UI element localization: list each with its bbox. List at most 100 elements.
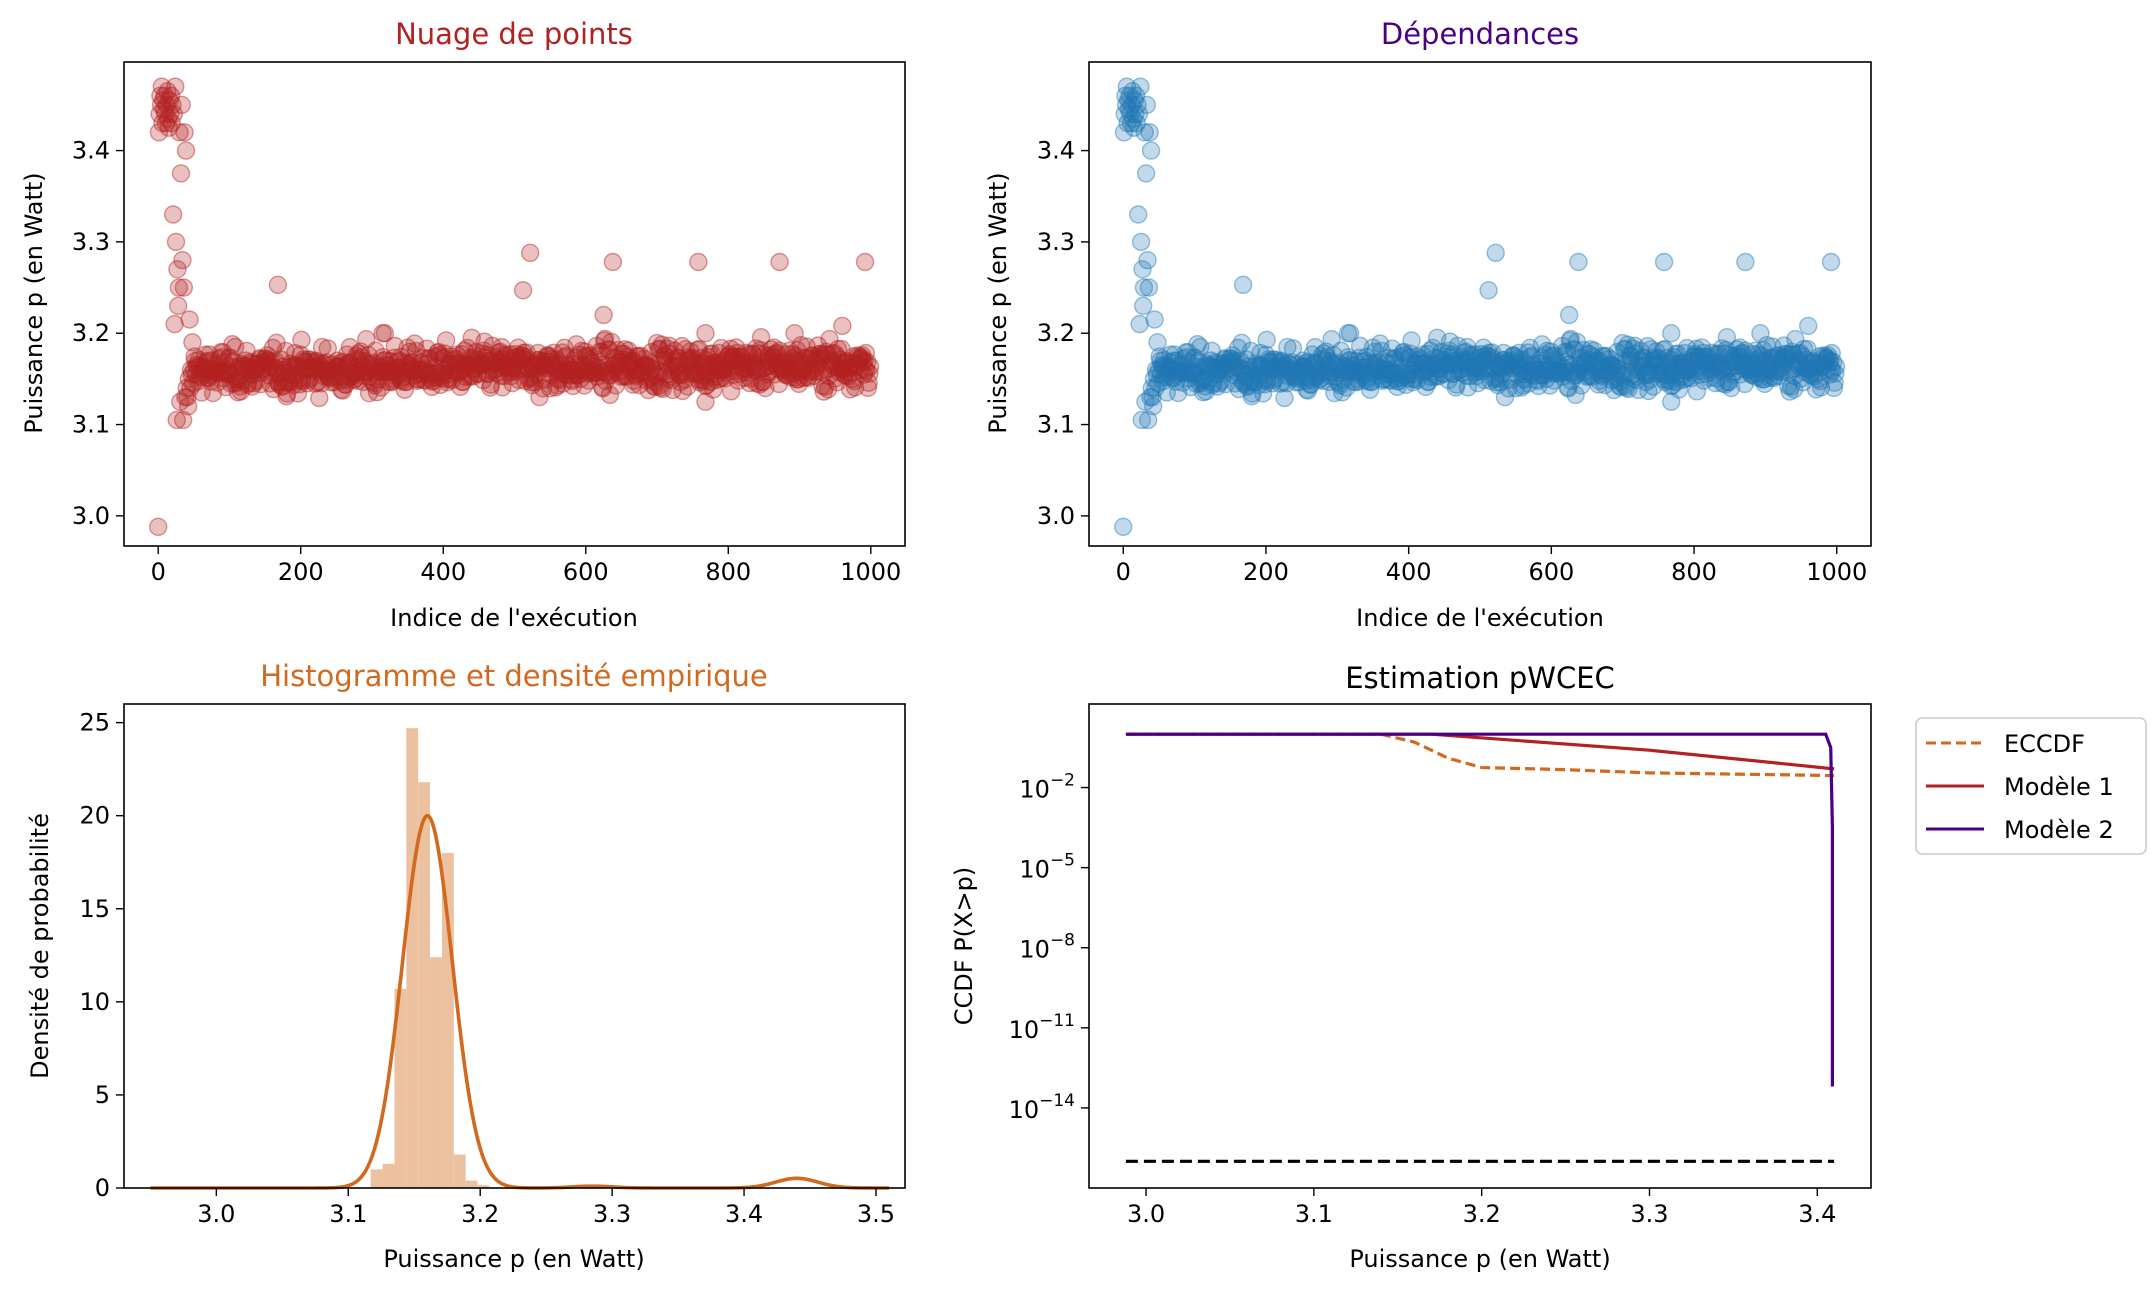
scatter-red-point [743, 344, 762, 363]
scatter-blue-point [1758, 358, 1777, 377]
scatter-blue-point [1243, 384, 1262, 403]
scatter-red-point [475, 332, 494, 351]
scatter-red-point [748, 358, 767, 378]
scatter-blue-point [1792, 355, 1811, 375]
scatter-blue-point [1810, 347, 1829, 366]
scatter-blue-point [1676, 362, 1696, 381]
scatter-blue-point [1219, 353, 1239, 372]
scatter-blue-point [1442, 345, 1462, 365]
scatter-red-point [593, 379, 613, 398]
scatter-red-point [518, 358, 537, 377]
scatter-red-point [290, 374, 310, 394]
scatter-red-point [770, 341, 789, 360]
scatter-red-point [453, 372, 472, 392]
scatter-blue-point [1801, 366, 1821, 385]
scatter-red-point [672, 336, 692, 356]
scatter-red-point [727, 347, 747, 367]
scatter-blue-point [1452, 359, 1471, 379]
y-tick-label: 3.1 [1037, 411, 1075, 439]
scatter-blue-point [1275, 388, 1294, 408]
scatter-blue-point [1551, 362, 1570, 382]
scatter-red-point [814, 382, 833, 401]
scatter-red-point [822, 355, 841, 374]
scatter-blue-point [1356, 370, 1376, 389]
scatter-blue-point [1524, 360, 1543, 379]
scatter-red-point [591, 362, 610, 381]
scatter-red-point [826, 355, 846, 375]
scatter-red-point [302, 361, 322, 380]
scatter-red-point [569, 365, 588, 385]
scatter-red-point [260, 366, 279, 385]
scatter-blue-point [1803, 353, 1822, 372]
scatter-blue-point [1680, 360, 1699, 380]
scatter-red-point [225, 374, 244, 393]
scatter-red-point [352, 363, 371, 382]
scatter-red-point [232, 354, 251, 374]
scatter-blue-point [1451, 348, 1470, 367]
scatter-blue-point [1191, 337, 1210, 357]
scatter-blue-point [1559, 305, 1579, 325]
scatter-red-point [188, 372, 208, 391]
scatter-red-point [579, 371, 598, 390]
scatter-blue-point [1603, 357, 1622, 376]
scatter-red-point [825, 343, 844, 363]
scatter-red-point [808, 336, 828, 355]
scatter-blue-point [1201, 356, 1220, 376]
scatter-red-point [576, 346, 595, 366]
scatter-red-point [603, 252, 623, 272]
scatter-blue-point [1517, 361, 1536, 381]
scatter-red-point [708, 353, 727, 372]
scatter-blue-point [1657, 348, 1677, 368]
scatter-blue-point [1662, 392, 1681, 411]
scatter-red-point [489, 343, 509, 362]
scatter-red-point [403, 352, 422, 372]
scatter-red-point [163, 95, 182, 115]
scatter-red-point [835, 365, 854, 384]
scatter-blue-point [1238, 376, 1258, 395]
scatter-red-point [324, 364, 343, 384]
scatter-red-point [445, 349, 464, 369]
scatter-red-point [446, 354, 466, 373]
scatter-red-point [443, 347, 462, 367]
scatter-red-point [645, 377, 665, 397]
scatter-blue-point [1614, 367, 1633, 387]
scatter-blue-point [1242, 387, 1261, 406]
scatter-blue-point [1510, 357, 1530, 377]
scatter-red-point [561, 360, 580, 379]
scatter-blue-point [1739, 360, 1759, 380]
x-tick-label: 1000 [1806, 558, 1867, 586]
scatter-red-point [838, 351, 857, 371]
scatter-red-point [226, 373, 246, 392]
scatter-blue-point [1791, 369, 1811, 388]
scatter-blue-point [1270, 358, 1289, 377]
scatter-red-point [845, 371, 864, 391]
scatter-red-point [790, 351, 809, 371]
scatter-blue-point [1390, 364, 1409, 383]
scatter-blue-point [1353, 358, 1373, 377]
scatter-blue-point [1164, 368, 1184, 388]
scatter-red-point [732, 352, 752, 372]
scatter-blue-point [1460, 366, 1480, 386]
scatter-blue-point [1542, 346, 1561, 366]
scatter-red-point [625, 365, 645, 384]
scatter-red-point [468, 364, 487, 383]
scatter-blue-point [1285, 361, 1305, 380]
scatter-blue-point [1181, 377, 1201, 397]
scatter-red-point [256, 349, 276, 368]
scatter-blue-point [1741, 365, 1761, 384]
scatter-blue-point [1583, 355, 1602, 375]
scatter-red-point [497, 346, 516, 366]
scatter-red-point [163, 205, 183, 224]
scatter-red-point [558, 356, 577, 375]
scatter-red-point [756, 352, 776, 371]
y-tick-label: 15 [79, 895, 110, 923]
y-tick-label: 10 [79, 988, 110, 1016]
scatter-red-point [780, 341, 799, 360]
scatter-blue-point [1318, 347, 1337, 367]
scatter-blue-point [1237, 350, 1256, 369]
scatter-red-point [230, 368, 249, 388]
scatter-red-point [665, 341, 685, 361]
scatter-blue-point [1264, 358, 1284, 377]
scatter-blue-point [1725, 362, 1744, 381]
scatter-blue-point [1786, 329, 1805, 349]
